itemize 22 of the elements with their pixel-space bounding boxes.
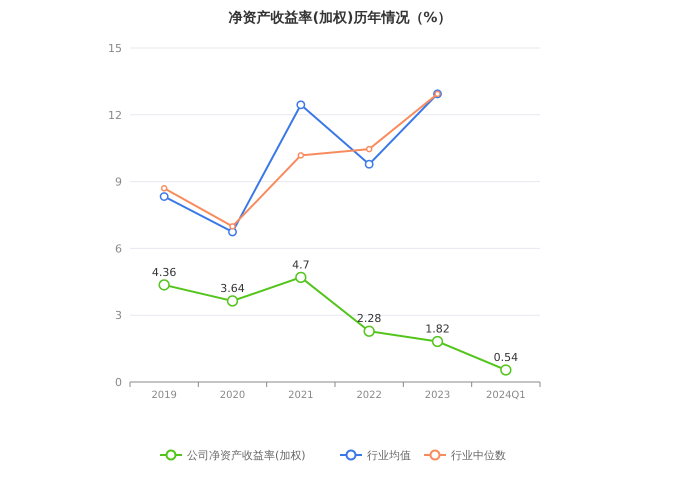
x-tick-label: 2024Q1 [486,390,526,401]
y-tick-label: 12 [108,108,122,122]
x-tick-label: 2021 [288,390,314,401]
y-tick-label: 9 [115,176,122,189]
x-tick-label: 2022 [356,390,382,401]
y-tick-label: 3 [115,309,122,322]
y-tick-label: 6 [115,242,122,256]
legend-label: 行业中位数 [451,449,506,462]
x-tick-label: 2019 [151,390,177,401]
data-label: 1.82 [425,322,450,336]
y-tick-label: 0 [115,376,122,389]
chart-title: 净资产收益率(加权)历年情况（%） [228,9,452,26]
data-label: 4.7 [292,258,310,272]
x-tick-label: 2023 [424,390,450,401]
data-label: 4.36 [152,266,176,279]
x-tick-label: 2020 [220,390,246,401]
legend-label: 行业均值 [367,449,411,462]
legend-label: 公司净资产收益率(加权) [187,449,306,462]
data-label: 0.54 [494,350,518,364]
y-tick-label: 15 [108,42,122,55]
data-label: 3.64 [220,282,245,295]
data-label: 2.28 [356,312,382,326]
